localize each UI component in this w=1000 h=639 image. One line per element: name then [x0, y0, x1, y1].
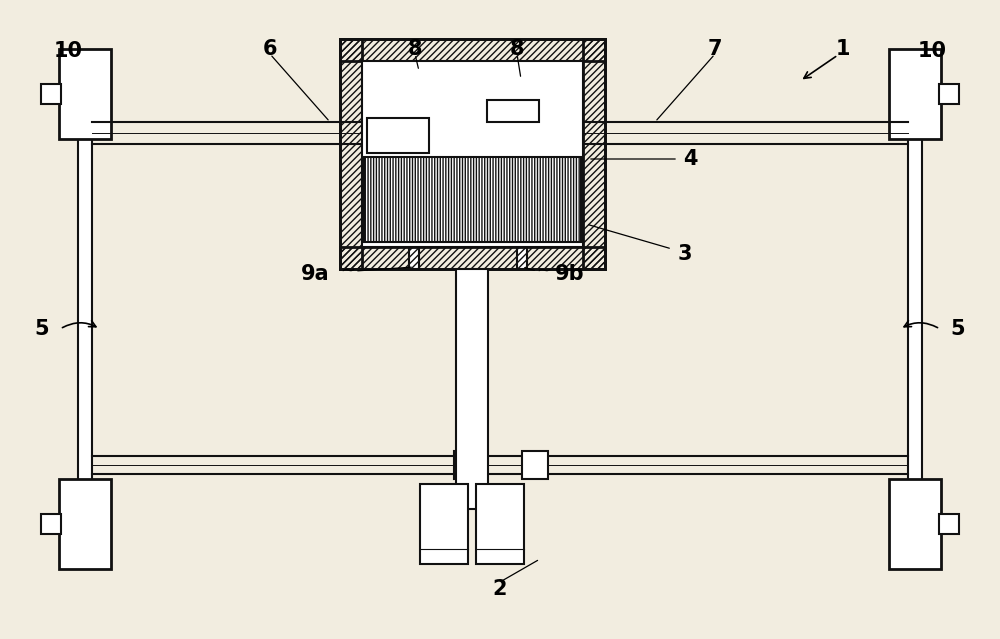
Text: 5: 5: [35, 319, 49, 339]
Bar: [340, 247, 605, 269]
Bar: [908, 69, 922, 559]
Text: ~: ~: [536, 262, 552, 280]
Bar: [889, 49, 941, 139]
Text: 8: 8: [510, 39, 524, 59]
Text: 6: 6: [263, 39, 277, 59]
Bar: [340, 39, 362, 269]
Text: 10: 10: [54, 41, 83, 61]
Bar: [78, 69, 92, 559]
Bar: [939, 514, 959, 534]
Bar: [340, 39, 605, 61]
Bar: [420, 484, 468, 564]
Bar: [487, 100, 539, 122]
Bar: [939, 84, 959, 104]
Text: 3: 3: [678, 244, 692, 264]
Bar: [454, 451, 480, 479]
Text: 2: 2: [493, 579, 507, 599]
Bar: [59, 49, 111, 139]
Bar: [41, 84, 61, 104]
Text: 7: 7: [708, 39, 722, 59]
Text: 9a: 9a: [301, 264, 329, 284]
Text: 10: 10: [917, 41, 946, 61]
Bar: [497, 77, 547, 152]
Bar: [456, 269, 488, 509]
Bar: [522, 451, 548, 479]
Bar: [41, 514, 61, 534]
Bar: [362, 61, 583, 247]
Text: ~: ~: [341, 262, 356, 280]
Bar: [59, 479, 111, 569]
Text: 5: 5: [951, 319, 965, 339]
Text: 1: 1: [836, 39, 850, 59]
Text: 4: 4: [683, 149, 697, 169]
Bar: [367, 118, 429, 153]
Bar: [364, 157, 581, 242]
Bar: [889, 479, 941, 569]
Text: 8: 8: [408, 39, 422, 59]
Bar: [517, 152, 527, 269]
Text: 9b: 9b: [555, 264, 585, 284]
Bar: [390, 67, 448, 152]
Bar: [583, 39, 605, 269]
Bar: [340, 39, 605, 269]
Bar: [409, 152, 419, 269]
Bar: [476, 484, 524, 564]
